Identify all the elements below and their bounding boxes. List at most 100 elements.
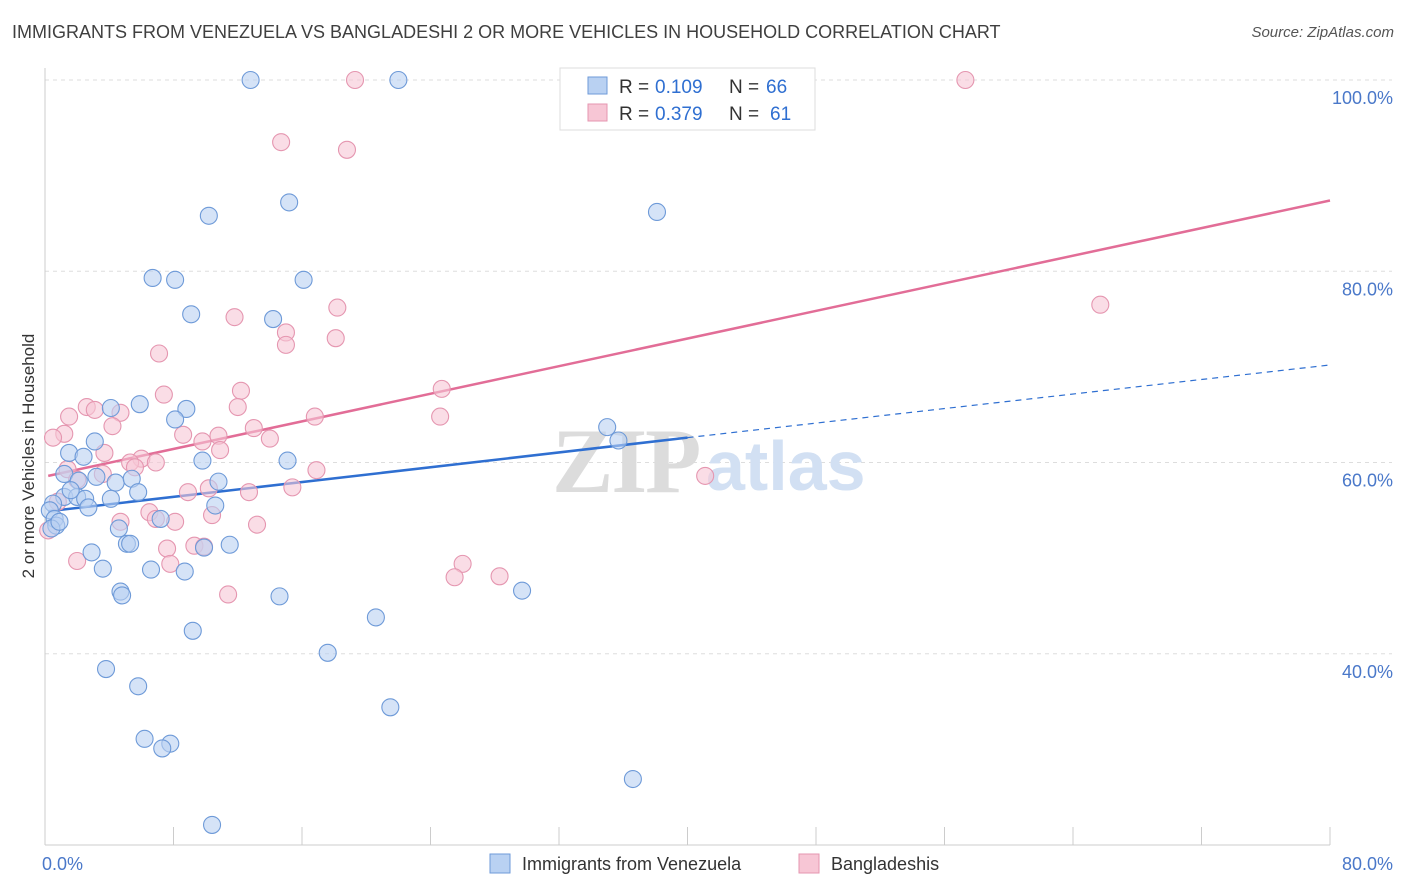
data-points	[39, 70, 1110, 834]
legend-r-label-venezuela: R =	[619, 77, 649, 98]
venezuela-point-48	[93, 559, 112, 578]
venezuela-point-22	[106, 473, 125, 492]
chart-title: IMMIGRANTS FROM VENEZUELA VS BANGLADESHI…	[12, 22, 1001, 42]
y-tick-label-2: 60.0%	[1342, 471, 1393, 491]
y-axis-label: 2 or more Vehicles in Household	[19, 334, 38, 579]
bangladeshi-point-57	[490, 567, 509, 586]
bangladeshi-point-13	[154, 385, 173, 404]
venezuela-point-26	[87, 467, 106, 486]
legend-swatch-bangladeshi	[587, 103, 608, 122]
venezuela-point-0	[241, 70, 260, 90]
legend-r-value-venezuela: 0.109	[655, 77, 703, 98]
venezuela-point-55	[318, 643, 337, 662]
x-tick-label-0: 0.0%	[42, 854, 83, 874]
bangladeshi-point-54	[161, 554, 180, 573]
legend-n-value-bangladeshi: 61	[770, 104, 791, 125]
venezuela-point-50	[113, 586, 132, 605]
bangladeshi-point-31	[211, 441, 230, 460]
legend-r-value-bangladeshi: 0.379	[655, 104, 703, 125]
venezuela-point-43	[220, 535, 239, 554]
y-tick-labels: 100.0% 80.0% 60.0% 40.0%	[1332, 88, 1393, 682]
series-legend-swatch-venezuela	[489, 853, 511, 874]
venezuela-point-19	[193, 451, 212, 470]
y-tick-label-3: 40.0%	[1342, 662, 1393, 682]
venezuela-point-56	[96, 659, 116, 679]
venezuela-point-15	[85, 432, 104, 451]
bangladeshi-point-55	[453, 554, 472, 573]
bangladeshi-point-56	[445, 568, 464, 587]
bangladeshi-point-58	[219, 585, 238, 604]
bangladeshi-point-33	[146, 453, 165, 472]
venezuela-point-13	[166, 410, 185, 429]
bangladeshi-point-43	[239, 483, 259, 502]
venezuela-point-14	[598, 418, 617, 437]
venezuela-point-34	[79, 498, 98, 517]
y-tick-label-1: 80.0%	[1342, 279, 1393, 299]
venezuela-point-5	[143, 268, 162, 287]
bangladeshi-point-41	[283, 478, 302, 497]
venezuela-point-28	[101, 489, 120, 508]
venezuela-point-61	[153, 739, 172, 758]
legend-n-value-venezuela: 66	[766, 77, 787, 98]
bangladeshi-point-2	[272, 133, 291, 152]
grid-lines	[45, 79, 1392, 655]
watermark: ZIP atlas	[552, 410, 866, 512]
venezuela-point-63	[203, 815, 222, 834]
x-tick-label-1: 80.0%	[1342, 854, 1393, 874]
venezuela-point-27	[129, 483, 148, 502]
venezuela-point-10	[130, 395, 149, 414]
venezuela-point-6	[166, 270, 185, 289]
bangladeshi-point-23	[244, 419, 263, 438]
bangladeshi-point-42	[178, 483, 198, 502]
venezuela-point-54	[183, 621, 202, 640]
venezuela-point-38	[206, 496, 225, 515]
stats-legend: R = 0.109 N = 66 R = 0.379 N = 61	[559, 67, 816, 131]
venezuela-point-46	[141, 560, 161, 579]
venezuela-trend-extension	[687, 364, 1331, 439]
bangladeshi-point-1	[956, 70, 975, 90]
series-legend-label-bangladeshi: Bangladeshis	[831, 854, 939, 874]
venezuela-point-40	[109, 519, 128, 538]
venezuela-point-65	[61, 481, 80, 500]
venezuela-point-8	[182, 305, 201, 324]
bangladeshi-point-10	[149, 344, 169, 363]
series-legend-swatch-bangladeshi	[798, 853, 820, 874]
bangladeshi-point-11	[231, 381, 251, 400]
venezuela-point-20	[278, 451, 297, 470]
y-tick-label-0: 100.0%	[1332, 88, 1393, 108]
venezuela-point-44	[82, 543, 101, 562]
venezuela-point-45	[194, 538, 214, 557]
bangladeshi-point-20	[85, 400, 104, 419]
bangladeshi-point-36	[307, 461, 326, 480]
bangladeshi-point-3	[337, 140, 357, 159]
chart-source: Source: ZipAtlas.com	[1251, 24, 1394, 41]
venezuela-point-3	[199, 206, 218, 225]
bangladeshi-point-19	[60, 407, 79, 426]
venezuela-point-52	[513, 581, 532, 600]
legend-n-label-bangladeshi: N =	[729, 104, 759, 125]
x-tick-labels: 0.0% 80.0%	[42, 854, 1393, 874]
legend-n-label-venezuela: N =	[729, 77, 759, 98]
legend-swatch-venezuela	[587, 76, 608, 95]
axes	[44, 68, 1331, 846]
venezuela-point-51	[270, 587, 289, 606]
bangladeshi-point-49	[247, 515, 267, 534]
venezuela-point-47	[175, 562, 194, 581]
bangladeshi-point-22	[103, 417, 122, 436]
bangladeshi-point-12	[432, 379, 451, 398]
series-legend: Immigrants from Venezuela Bangladeshis	[489, 853, 939, 874]
bangladeshi-point-39	[696, 466, 715, 485]
bangladeshi-point-50	[158, 539, 177, 558]
bangladeshi-point-26	[193, 432, 212, 451]
venezuela-point-64	[50, 512, 69, 531]
venezuela-point-58	[381, 698, 400, 717]
watermark-zip: ZIP	[552, 410, 699, 512]
venezuela-trend-line	[48, 436, 688, 513]
bangladeshi-point-18	[431, 407, 450, 426]
venezuela-point-62	[623, 769, 642, 789]
bangladeshi-point-17	[305, 407, 324, 426]
venezuela-point-4	[647, 202, 667, 222]
venezuela-point-16	[609, 431, 628, 450]
bangladeshi-point-8	[326, 329, 345, 348]
